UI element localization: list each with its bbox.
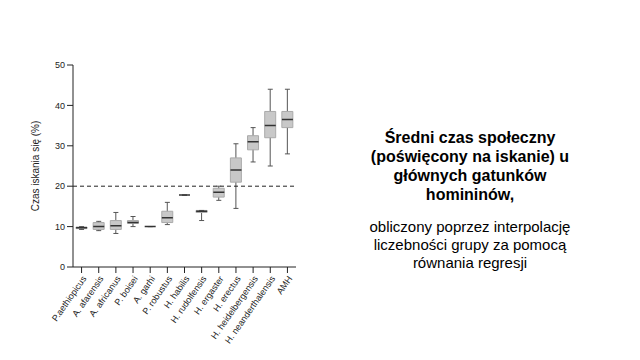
svg-text:A. afarensis: A. afarensis — [70, 274, 106, 319]
svg-text:P. robustus: P. robustus — [140, 274, 175, 317]
svg-text:30: 30 — [55, 141, 65, 151]
svg-text:20: 20 — [55, 181, 65, 191]
svg-text:H. habilis: H. habilis — [161, 274, 192, 311]
svg-text:0: 0 — [60, 262, 65, 272]
svg-text:H. neanderthalensis: H. neanderthalensis — [223, 274, 277, 346]
svg-text:A. africanus: A. africanus — [87, 274, 123, 319]
svg-text:H. ergaster: H. ergaster — [191, 274, 226, 317]
svg-text:40: 40 — [55, 101, 65, 111]
svg-text:H. rudolfensis: H. rudolfensis — [168, 274, 209, 325]
svg-text:P. boisei: P. boisei — [112, 274, 140, 308]
html-text:obliczony poprzez interpolację: obliczony poprzez interpolację liczebnoś… — [369, 218, 571, 271]
svg-text:H. erectus: H. erectus — [211, 274, 243, 314]
svg-text:A. garhi: A. garhi — [131, 274, 158, 306]
svg-text:Czas iskania się (%): Czas iskania się (%) — [30, 121, 41, 212]
svg-text:10: 10 — [55, 222, 65, 232]
svg-text:P.aethiopicus: P.aethiopicus — [49, 274, 89, 324]
svg-text:50: 50 — [55, 60, 65, 70]
html-text:Średni czas społeczny (poświęc: Średni czas społeczny (poświęcony na isk… — [370, 129, 570, 203]
svg-text:H. heidelbergensis: H. heidelbergensis — [209, 274, 260, 341]
svg-text:AMH: AMH — [275, 274, 295, 296]
